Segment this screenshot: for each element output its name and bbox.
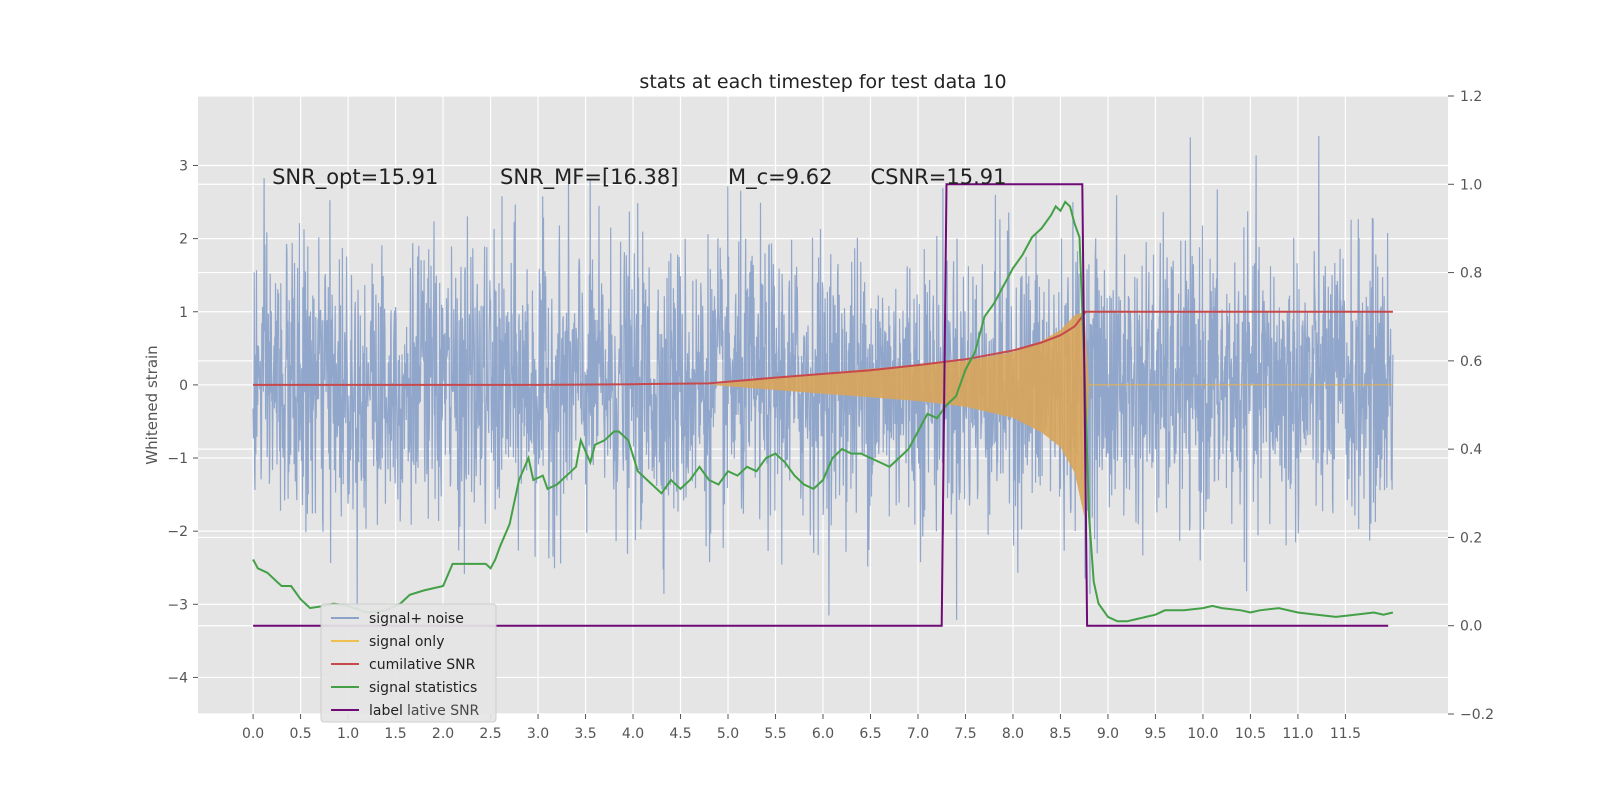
x-tick-label: 0.0: [242, 726, 264, 742]
legend: signal+ noise signal only cumilative SNR si…: [320, 603, 497, 723]
x-tick-label: 4.5: [669, 726, 691, 742]
x-tick-label: 5.0: [717, 726, 739, 742]
y2-tick-label: 1.0: [1460, 177, 1482, 193]
annotation: SNR_MF=[16.38]: [500, 165, 678, 190]
x-tick-label: 1.0: [337, 726, 359, 742]
x-tick-label: 0.5: [289, 726, 311, 742]
y2-tick-label: 0.4: [1460, 442, 1482, 458]
x-tick-label: 11.0: [1282, 726, 1313, 742]
annotation: SNR_opt=15.91: [272, 165, 438, 190]
x-tick-label: 10.5: [1235, 726, 1266, 742]
y2-tick-label: 0.8: [1460, 266, 1482, 282]
x-tick-label: 5.5: [764, 726, 786, 742]
x-tick-label: 3.5: [574, 726, 596, 742]
annotations: SNR_opt=15.91 SNR_MF=[16.38] M_c=9.62 CSNR=…: [272, 165, 1006, 190]
y2-tick-label: −0.2: [1460, 707, 1494, 723]
x-axis: 0.0 0.5 1.0 1.5 2.0 2.5 3.0 3.5 4.0 4.5 5.0 5.5 6.0 6…: [242, 714, 1361, 742]
y2-tick-label: 0.6: [1460, 354, 1482, 370]
annotation: M_c=9.62: [728, 165, 833, 190]
legend-entry: signal only: [369, 634, 444, 650]
x-tick-label: 10.0: [1187, 726, 1218, 742]
y2-tick-label: 0.0: [1460, 619, 1482, 635]
x-tick-label: 3.0: [527, 726, 549, 742]
y-tick-label: −1: [167, 451, 188, 467]
y-tick-label: 2: [179, 232, 188, 248]
legend-ghost-text: lative SNR: [407, 703, 480, 719]
y-tick-label: −4: [167, 670, 188, 686]
x-tick-label: 4.0: [622, 726, 644, 742]
x-tick-label: 8.0: [1002, 726, 1024, 742]
y-axis-left: 3 2 1 0 −1 −2 −3 −4: [167, 158, 198, 686]
y-tick-label: 3: [179, 158, 188, 174]
x-tick-label: 9.5: [1144, 726, 1166, 742]
y-axis-label: Whitened strain: [143, 345, 161, 464]
series-signal-statistics: [252, 200, 1394, 623]
y2-tick-label: 0.2: [1460, 530, 1482, 546]
legend-entry: signal statistics: [369, 680, 477, 696]
y-tick-label: −3: [167, 597, 188, 613]
y-tick-label: −2: [167, 524, 188, 540]
chart-title: stats at each timestep for test data 10: [639, 71, 1006, 93]
x-tick-label: 6.0: [812, 726, 834, 742]
x-tick-label: 9.0: [1097, 726, 1119, 742]
series-label: [253, 183, 1389, 627]
y-tick-label: 0: [179, 378, 188, 394]
legend-entry: signal+ noise: [369, 611, 464, 627]
legend-entry: label: [369, 703, 403, 719]
legend-box: [320, 603, 497, 723]
y-tick-label: 1: [179, 305, 188, 321]
y2-tick-label: 1.2: [1460, 89, 1482, 105]
x-tick-label: 7.5: [954, 726, 976, 742]
x-tick-label: 7.0: [907, 726, 929, 742]
series-cumilative-snr: [253, 310, 1393, 386]
series-layer: [252, 135, 1394, 627]
x-tick-label: 8.5: [1049, 726, 1071, 742]
x-tick-label: 6.5: [859, 726, 881, 742]
y-axis-right: 1.2 1.0 0.8 0.6 0.4 0.2 0.0 −0.2: [1448, 89, 1494, 723]
x-tick-label: 11.5: [1330, 726, 1361, 742]
annotation: CSNR=15.91: [870, 165, 1006, 189]
series-signal-noise: [252, 135, 1394, 620]
legend-entry: cumilative SNR: [369, 657, 476, 673]
x-tick-label: 1.5: [384, 726, 406, 742]
x-tick-label: 2.5: [479, 726, 501, 742]
x-tick-label: 2.0: [432, 726, 454, 742]
